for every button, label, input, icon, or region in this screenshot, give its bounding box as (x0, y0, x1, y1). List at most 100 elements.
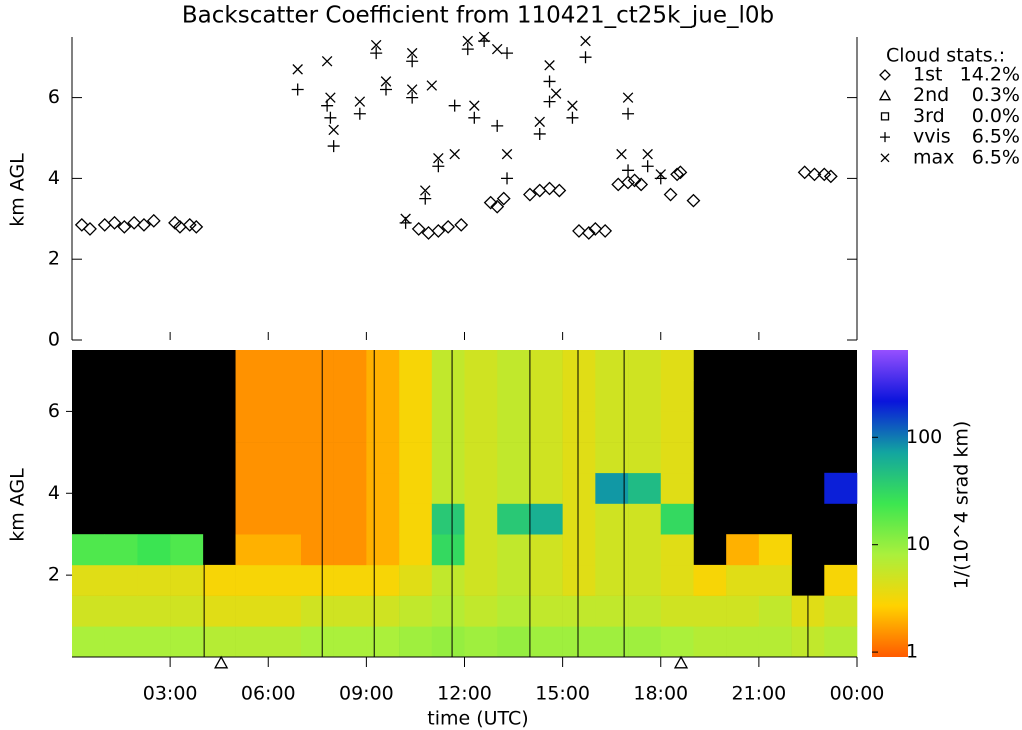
heat-cell (268, 595, 302, 627)
marker (580, 35, 591, 47)
marker (544, 60, 555, 71)
marker (491, 43, 503, 55)
heat-cell (726, 595, 760, 627)
heat-cell (72, 534, 106, 566)
heat-cell (399, 472, 433, 504)
heat-cell (824, 564, 858, 596)
marker (622, 107, 635, 120)
marker (441, 219, 456, 234)
marker (325, 92, 336, 103)
legend-label: 2nd (913, 84, 949, 106)
heat-cell (693, 564, 727, 596)
heat-cell (595, 472, 629, 504)
marker (478, 31, 490, 43)
colorbar-tick-label: 1 (906, 641, 918, 663)
marker (431, 224, 446, 238)
heat-cell (300, 411, 334, 443)
heat-cell (562, 503, 596, 535)
heat-cell (595, 350, 629, 381)
heat-cell (464, 411, 498, 443)
heat-cell (497, 350, 531, 381)
marker (622, 164, 635, 177)
heat-cell (628, 350, 662, 381)
heat-cell (628, 626, 662, 658)
heat-cell (628, 595, 662, 627)
heat-cell (824, 595, 858, 627)
heat-cell (366, 380, 400, 412)
colorbar-tick-label: 10 (906, 533, 930, 555)
marker (879, 69, 891, 81)
marker (817, 167, 832, 182)
marker (321, 55, 333, 67)
marker (454, 217, 469, 232)
heat-cell (366, 564, 400, 596)
marker (117, 219, 132, 234)
heat-cell (562, 595, 596, 627)
marker (462, 35, 474, 47)
marker (370, 47, 383, 60)
heat-cell (300, 503, 334, 535)
heat-cell (431, 472, 465, 504)
heat-cell (268, 564, 302, 596)
marker (146, 213, 161, 228)
heat-cell (562, 472, 596, 504)
marker (598, 224, 613, 238)
heat-cell (562, 564, 596, 596)
heat-cell (366, 350, 400, 381)
heat-cell (366, 626, 400, 658)
heat-cell (595, 534, 629, 566)
marker (542, 181, 557, 196)
marker (673, 165, 688, 180)
heat-cell (72, 564, 106, 596)
marker (214, 655, 229, 669)
heat-cell (464, 380, 498, 412)
legend-value: 0.3% (972, 84, 1020, 106)
marker (168, 215, 182, 230)
heat-cell (366, 595, 400, 627)
heat-cell (235, 564, 269, 596)
heat-cell (628, 442, 662, 474)
heat-cell (464, 626, 498, 658)
heat-cell (170, 595, 204, 627)
marker (173, 219, 187, 234)
heat-cell (562, 411, 596, 443)
heat-cell (333, 442, 367, 474)
chart-title: Backscatter Coefficient from 110421_ct25… (182, 3, 774, 29)
legend-value: 6.5% (972, 126, 1020, 148)
marker (880, 153, 890, 163)
heat-cell (235, 595, 269, 627)
marker (550, 88, 562, 99)
legend-label: max (913, 146, 954, 168)
marker (611, 177, 626, 192)
x-tick-label: 21:00 (731, 683, 786, 705)
marker (406, 47, 418, 59)
heat-cell (399, 380, 433, 412)
marker (534, 116, 545, 128)
heat-cell (628, 503, 662, 535)
y-tick-label: 6 (48, 86, 60, 108)
heat-cell (497, 442, 531, 474)
heat-cell (202, 595, 236, 627)
y-tick-label: 6 (48, 400, 60, 422)
heat-cell (333, 350, 367, 381)
heat-cell (268, 442, 302, 474)
marker (670, 167, 685, 182)
heat-cell (595, 380, 629, 412)
heat-cell (399, 626, 433, 658)
heat-cell (660, 626, 694, 658)
heat-cell (235, 380, 269, 412)
heat-cell (693, 626, 727, 658)
heat-cell (628, 380, 662, 412)
marker (807, 167, 822, 182)
colorbar (872, 350, 908, 657)
y-axis-label: km AGL (7, 468, 29, 542)
marker (579, 51, 592, 64)
marker (634, 177, 649, 192)
marker (291, 83, 304, 96)
marker (797, 165, 812, 180)
marker (496, 191, 511, 206)
heat-cell (595, 564, 629, 596)
heat-cell (333, 595, 367, 627)
heat-cell (104, 534, 138, 566)
heat-cell (333, 534, 367, 566)
